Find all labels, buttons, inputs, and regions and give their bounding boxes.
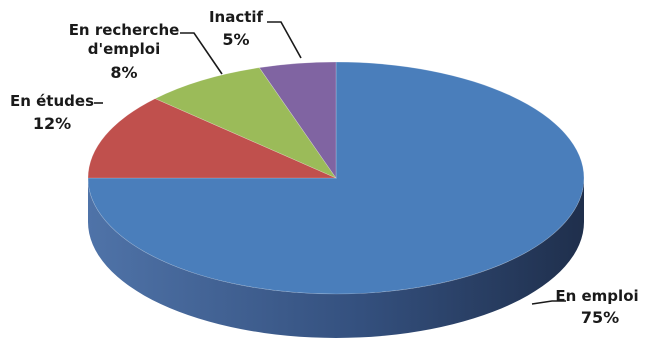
leader-lines bbox=[94, 21, 566, 305]
pie-side-walls bbox=[88, 178, 584, 338]
data-label-value-en-emploi: 75% bbox=[581, 308, 619, 327]
data-label-name-en-etudes: En études bbox=[10, 92, 94, 110]
pie-slice-en-etudes bbox=[87, 98, 337, 179]
leader-line-inactif bbox=[267, 21, 302, 59]
data-label-value-en-etudes: 12% bbox=[33, 114, 71, 133]
data-label-name-en-recherche-d-emploi: d'emploi bbox=[88, 40, 160, 58]
slice-labels: En emploi 75% En études 12% En recherched'em… bbox=[10, 8, 639, 327]
pie-slice-en-recherche-d-emploi bbox=[154, 67, 337, 179]
pie-side-en-emploi bbox=[88, 178, 584, 338]
leader-line-en-recherche-d-emploi bbox=[180, 32, 223, 75]
pie-top-faces bbox=[87, 61, 585, 295]
data-label-name-en-recherche-d-emploi: En recherche bbox=[69, 21, 180, 39]
leader-line-en-emploi bbox=[531, 300, 566, 305]
data-label-name-en-emploi: En emploi bbox=[555, 287, 638, 305]
data-label-value-en-recherche-d-emploi: 8% bbox=[110, 63, 137, 82]
pie-slice-inactif bbox=[258, 61, 337, 179]
data-label-value-inactif: 5% bbox=[222, 30, 249, 49]
data-label-name-inactif: Inactif bbox=[209, 8, 264, 26]
